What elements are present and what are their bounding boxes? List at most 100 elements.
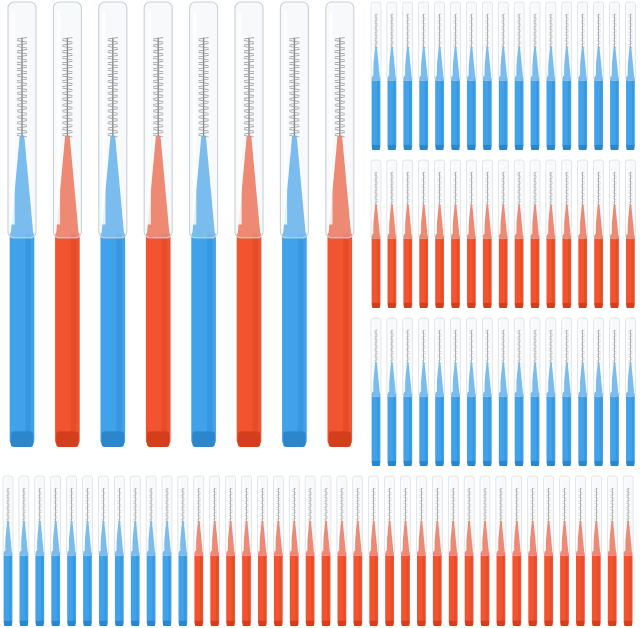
- handle: [528, 552, 538, 624]
- cap: [386, 159, 398, 239]
- handle-end: [562, 144, 571, 150]
- handle: [482, 234, 492, 306]
- interdental-brush: [466, 317, 477, 466]
- tip: [576, 521, 585, 554]
- tip: [372, 46, 380, 79]
- tip: [258, 521, 267, 554]
- cap: [161, 475, 173, 556]
- handle-shade: [472, 78, 475, 148]
- handle: [387, 76, 397, 148]
- bristles: [578, 487, 583, 523]
- handle-shade: [424, 394, 427, 464]
- cap: [402, 317, 414, 397]
- cap: [304, 475, 316, 556]
- handle-end: [594, 460, 603, 466]
- handle: [178, 552, 188, 624]
- handle-shade: [597, 554, 600, 623]
- handle-shade: [70, 233, 77, 439]
- handle-shade: [440, 236, 443, 306]
- handle: [242, 552, 251, 624]
- handle: [623, 552, 633, 624]
- tip: [578, 362, 587, 395]
- bristles: [514, 487, 519, 523]
- handle: [236, 231, 262, 445]
- bristles: [499, 487, 503, 523]
- bristles: [198, 37, 209, 138]
- cap-highlight: [226, 479, 228, 551]
- interdental-brush: [432, 475, 443, 626]
- handle: [321, 552, 331, 624]
- tip: [274, 521, 283, 554]
- handle-end: [403, 302, 412, 308]
- cap-highlight: [283, 10, 288, 225]
- handle-shade: [599, 236, 602, 306]
- handle-end: [56, 431, 79, 447]
- cap-highlight: [329, 10, 333, 225]
- handle: [530, 392, 540, 464]
- cap-highlight: [449, 479, 451, 551]
- handle-shade: [343, 554, 346, 623]
- cap-highlight: [4, 479, 6, 551]
- bristles: [517, 171, 521, 207]
- interdental-brush: [416, 475, 427, 626]
- handle: [467, 76, 476, 148]
- cap-highlight: [372, 162, 374, 234]
- tip: [194, 521, 203, 554]
- cap: [370, 317, 382, 397]
- handle: [626, 76, 635, 148]
- handle-end: [562, 302, 571, 308]
- handle-shade: [568, 394, 570, 464]
- cap-highlight: [354, 479, 356, 551]
- cap: [482, 1, 493, 81]
- handle-end: [387, 302, 396, 308]
- bristles: [62, 37, 73, 138]
- handle-shade: [247, 554, 250, 623]
- tip: [387, 362, 396, 395]
- bristles: [165, 487, 169, 523]
- handle-shade: [184, 554, 187, 623]
- cap: [625, 1, 636, 81]
- tip: [328, 135, 351, 234]
- handle: [258, 552, 267, 624]
- bristles: [501, 171, 506, 207]
- handle: [451, 76, 460, 148]
- interdental-brush: [463, 475, 475, 626]
- handle: [403, 76, 413, 148]
- tip: [433, 521, 442, 554]
- tip: [226, 521, 235, 554]
- handle-shade: [422, 554, 425, 623]
- cap: [402, 1, 414, 81]
- cap-highlight: [578, 162, 581, 234]
- cap-highlight: [592, 479, 594, 551]
- tip: [531, 362, 539, 395]
- cap: [609, 317, 620, 397]
- tip: [163, 521, 171, 554]
- tip: [403, 204, 412, 237]
- bristles: [292, 487, 297, 523]
- handle-end: [449, 620, 458, 626]
- cap-highlight: [102, 10, 106, 225]
- handle: [305, 552, 315, 624]
- handle: [562, 392, 572, 464]
- interdental-brush: [622, 475, 634, 626]
- interdental-brush: [279, 1, 309, 447]
- tip: [435, 204, 444, 237]
- cap-highlight: [131, 479, 133, 551]
- handle-shade: [9, 554, 12, 623]
- interdental-brush: [320, 475, 332, 626]
- handle-shade: [456, 78, 459, 148]
- bristles: [390, 13, 394, 49]
- bristles: [517, 13, 521, 49]
- bristles: [596, 329, 601, 365]
- handle-end: [481, 620, 489, 626]
- handle-end: [115, 620, 124, 626]
- cap: [545, 159, 557, 239]
- cap: [279, 1, 309, 239]
- handle-shade: [438, 554, 441, 623]
- cap: [145, 475, 157, 556]
- tip: [242, 521, 251, 554]
- cap-highlight: [531, 320, 533, 392]
- handle: [451, 234, 460, 306]
- handle-shade: [390, 554, 393, 623]
- cap: [559, 475, 570, 556]
